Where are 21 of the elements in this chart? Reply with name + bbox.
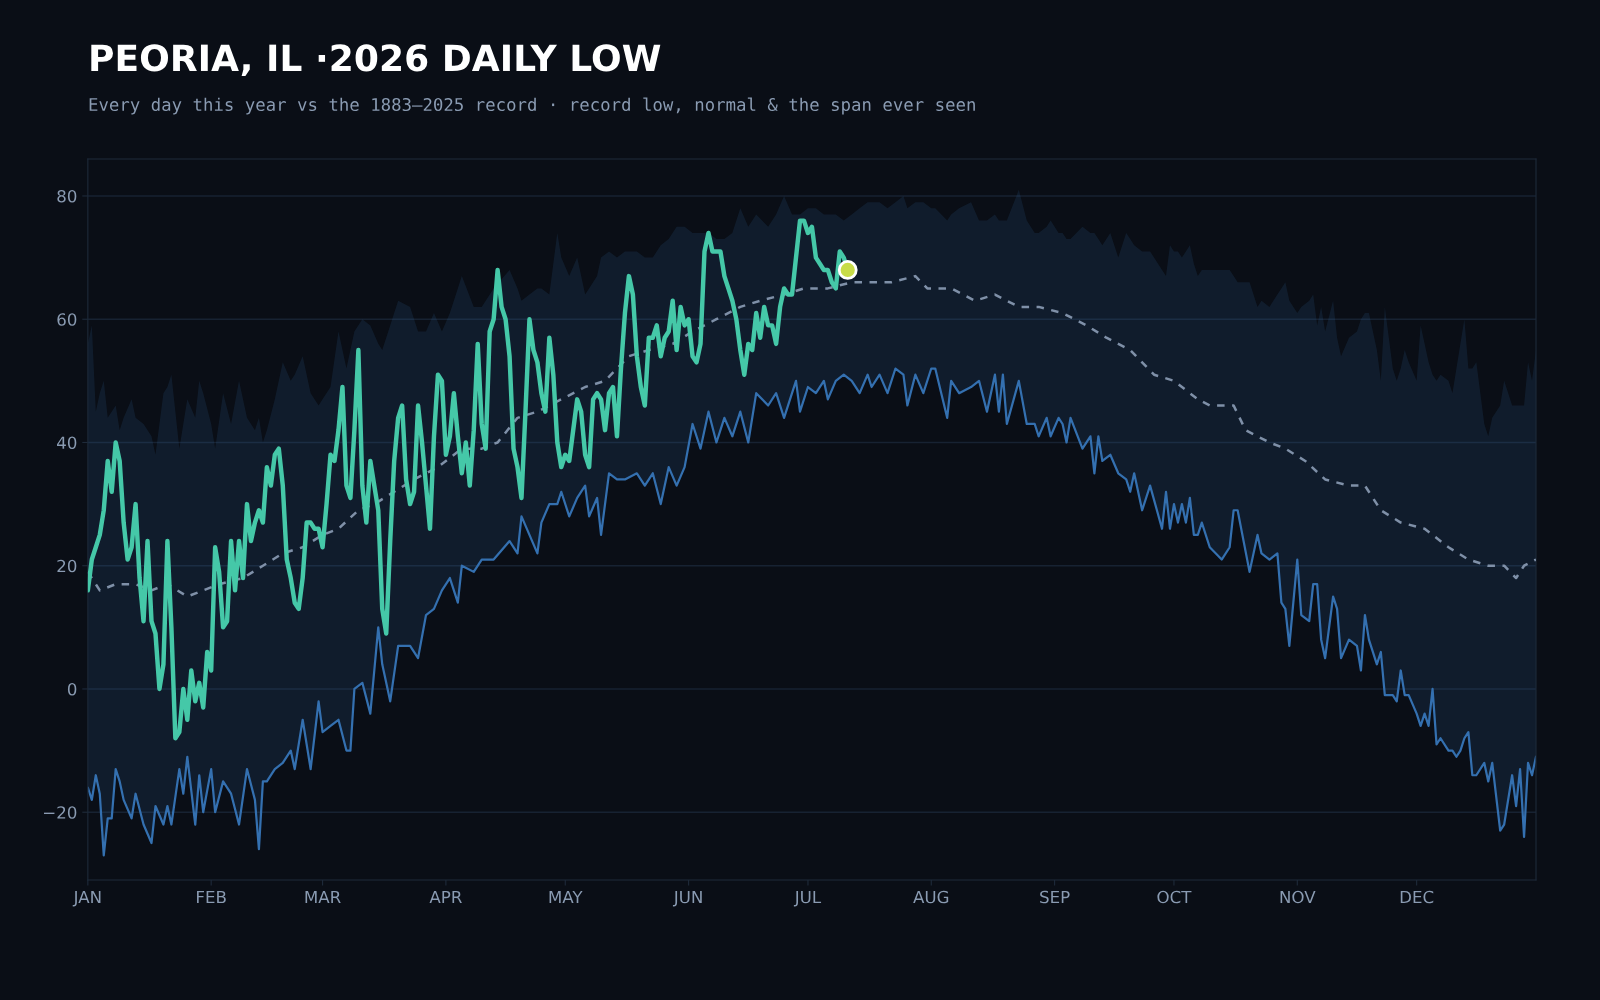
x-tick-label: SEP <box>1040 890 1070 904</box>
chart-title: PEORIA, IL ·2026 DAILY LOW <box>91 44 661 77</box>
x-tick-label: FEB <box>197 890 226 904</box>
y-tick-label: 80 <box>57 189 77 203</box>
x-tick-label: AUG <box>913 890 949 904</box>
line-series <box>87 367 1537 857</box>
y-tick-label: 40 <box>57 436 77 450</box>
x-tick-label: JUL <box>793 890 822 907</box>
x-tick-label: JUN <box>672 890 702 907</box>
x-tick-label: MAR <box>305 890 341 904</box>
x-tick-label: JAN <box>72 890 101 907</box>
x-tick-label: APR <box>429 890 462 904</box>
x-tick-label: OCT <box>1157 890 1192 904</box>
y-tick-label: 20 <box>57 559 77 573</box>
y-tick-label: 60 <box>57 313 77 326</box>
x-tick-label: DEC <box>1400 890 1434 904</box>
x-tick-label: MAY <box>549 890 583 904</box>
y-tick-label: −20 <box>44 806 77 819</box>
y-tick-label: 0 <box>67 682 77 696</box>
chart-subtitle: Every day this year vs the 1883–2025 record · record low, normal & the span ever seen <box>89 97 975 115</box>
x-tick-label: NOV <box>1280 890 1316 904</box>
